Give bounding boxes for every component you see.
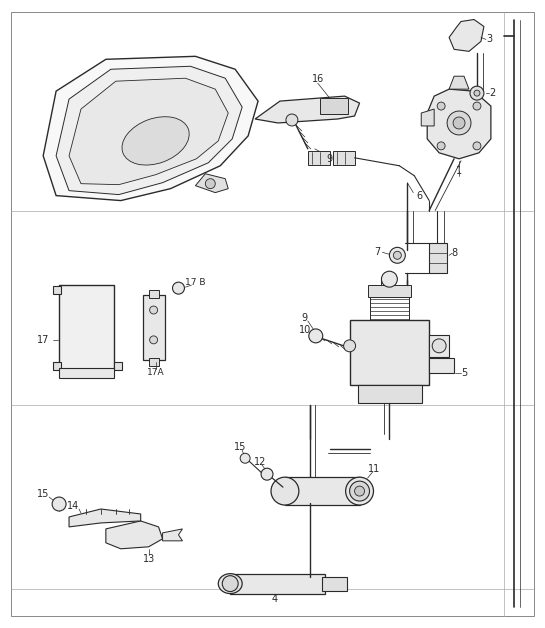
Bar [149, 290, 159, 298]
Circle shape [473, 102, 481, 110]
Circle shape [205, 179, 215, 188]
Text: 12: 12 [254, 457, 267, 467]
Text: 3: 3 [486, 35, 492, 45]
Circle shape [150, 306, 158, 314]
Polygon shape [427, 89, 491, 159]
Text: 1: 1 [456, 166, 462, 176]
Circle shape [447, 111, 471, 135]
Text: 5: 5 [461, 368, 467, 377]
Polygon shape [69, 509, 141, 527]
Bar [149, 358, 159, 365]
Text: 14: 14 [67, 501, 79, 511]
Text: 9: 9 [302, 313, 308, 323]
Polygon shape [69, 78, 228, 185]
Text: 4: 4 [272, 593, 278, 604]
Polygon shape [106, 521, 162, 549]
Circle shape [432, 339, 446, 353]
Polygon shape [162, 529, 183, 541]
Circle shape [222, 576, 238, 592]
Polygon shape [421, 109, 434, 126]
Text: 17: 17 [37, 335, 50, 345]
Text: 16: 16 [312, 74, 324, 84]
Circle shape [437, 142, 445, 150]
Circle shape [474, 90, 480, 96]
Text: 17A: 17A [147, 368, 165, 377]
Circle shape [393, 251, 401, 259]
Text: 9: 9 [326, 154, 333, 164]
Bar [349, 320, 429, 384]
Bar [59, 368, 114, 377]
Text: 15: 15 [37, 489, 50, 499]
Ellipse shape [271, 477, 299, 505]
Text: 17 B: 17 B [185, 278, 205, 286]
Bar [53, 362, 61, 370]
Bar [367, 285, 411, 297]
Polygon shape [196, 174, 228, 193]
Bar [230, 573, 325, 593]
Circle shape [437, 102, 445, 110]
Ellipse shape [346, 477, 373, 505]
Polygon shape [43, 57, 258, 200]
Circle shape [453, 117, 465, 129]
Text: 13: 13 [142, 554, 155, 564]
Text: 6: 6 [416, 191, 422, 200]
Polygon shape [255, 96, 360, 123]
Polygon shape [449, 19, 484, 51]
Circle shape [382, 271, 397, 287]
Ellipse shape [122, 117, 189, 165]
Text: 10: 10 [299, 325, 311, 335]
Circle shape [52, 497, 66, 511]
Bar [429, 358, 454, 372]
Text: 15: 15 [234, 442, 246, 452]
Circle shape [389, 247, 405, 263]
Circle shape [240, 453, 250, 463]
Text: 8: 8 [451, 248, 457, 258]
Bar [322, 577, 347, 590]
Circle shape [355, 486, 365, 496]
Bar [53, 286, 61, 294]
Polygon shape [56, 67, 242, 195]
Bar [143, 295, 165, 360]
Text: 11: 11 [368, 464, 380, 474]
Circle shape [349, 481, 370, 501]
Circle shape [286, 114, 298, 126]
Polygon shape [449, 76, 469, 89]
Circle shape [309, 329, 323, 343]
Text: 2: 2 [489, 88, 495, 98]
Bar [429, 244, 447, 273]
Bar [114, 362, 122, 370]
Circle shape [261, 468, 273, 480]
Circle shape [173, 282, 184, 294]
Circle shape [150, 336, 158, 344]
Bar [429, 335, 449, 357]
Bar [59, 285, 114, 370]
Bar [285, 477, 360, 505]
Ellipse shape [219, 573, 242, 593]
Circle shape [470, 86, 484, 100]
Bar [308, 151, 330, 165]
Circle shape [473, 142, 481, 150]
Bar [332, 151, 355, 165]
Bar [320, 98, 348, 114]
Bar [358, 384, 422, 403]
Text: 7: 7 [374, 247, 380, 257]
Circle shape [344, 340, 355, 352]
